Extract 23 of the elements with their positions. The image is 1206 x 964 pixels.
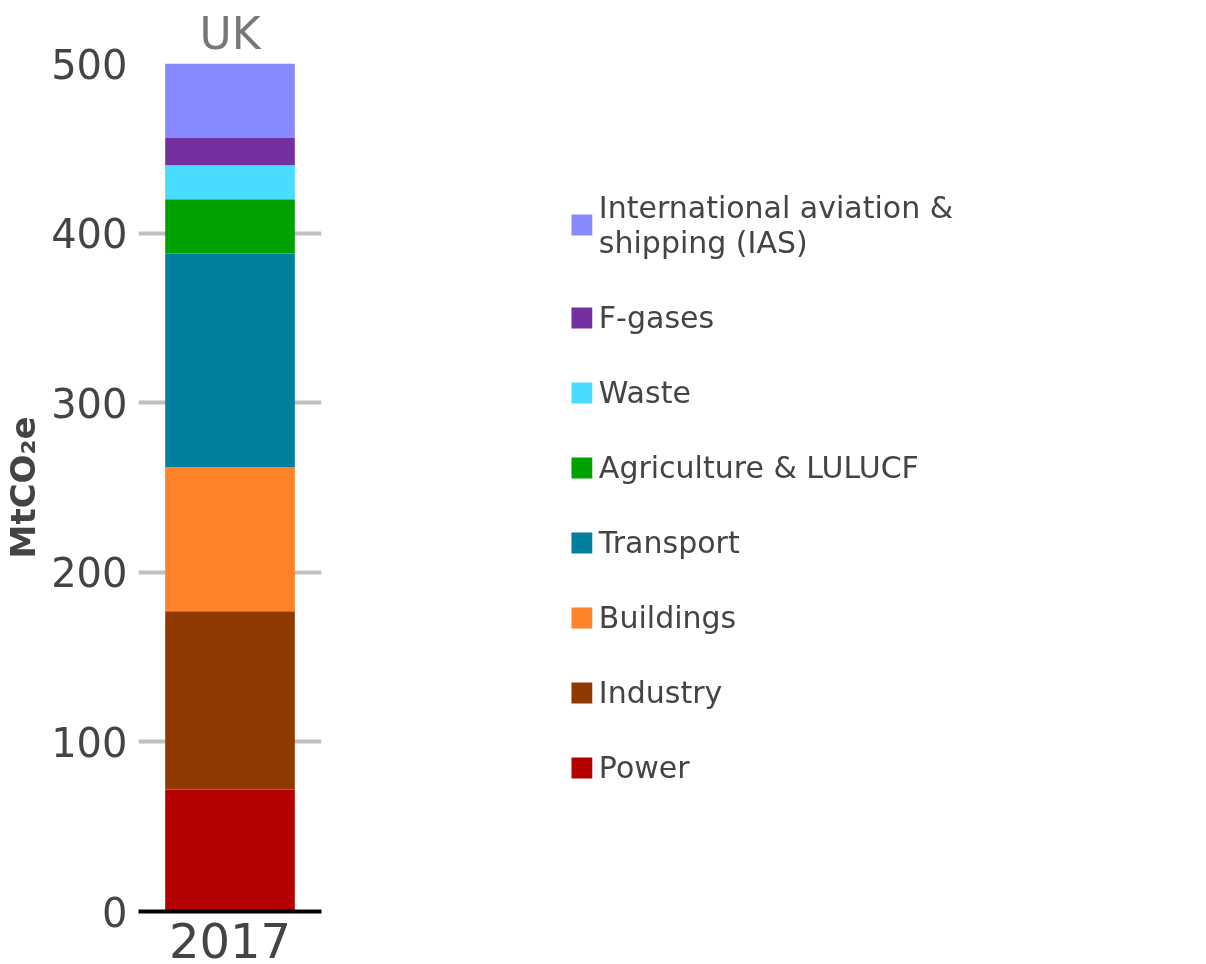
legend-label: Buildings (598, 599, 737, 635)
bar (165, 138, 295, 166)
y-tick-label: 100 (51, 719, 128, 766)
y-tick-label: 200 (51, 550, 128, 597)
y-tick-label: 400 (51, 211, 128, 258)
y-tick-label: 300 (51, 380, 128, 427)
chart-title: UK (199, 7, 262, 59)
x-tick-label: 2017 (168, 912, 292, 964)
bar (165, 253, 295, 468)
legend-label: Waste (598, 374, 691, 410)
legend-label: Transport (598, 524, 740, 560)
bar (165, 467, 295, 612)
y-axis-title: MtCO₂e (3, 416, 44, 559)
bar (165, 165, 295, 200)
legend-label: Power (598, 749, 690, 785)
legend-label: International aviation & shipping (IAS) (598, 189, 954, 260)
legend-label: F-gases (598, 299, 715, 335)
legend-label: Agriculture & LULUCF (598, 449, 919, 485)
legend-label: Industry (598, 674, 723, 710)
y-tick-label: 500 (51, 41, 128, 88)
bar (165, 199, 295, 254)
bar (165, 63, 295, 139)
y-tick-label: 0 (102, 889, 128, 936)
